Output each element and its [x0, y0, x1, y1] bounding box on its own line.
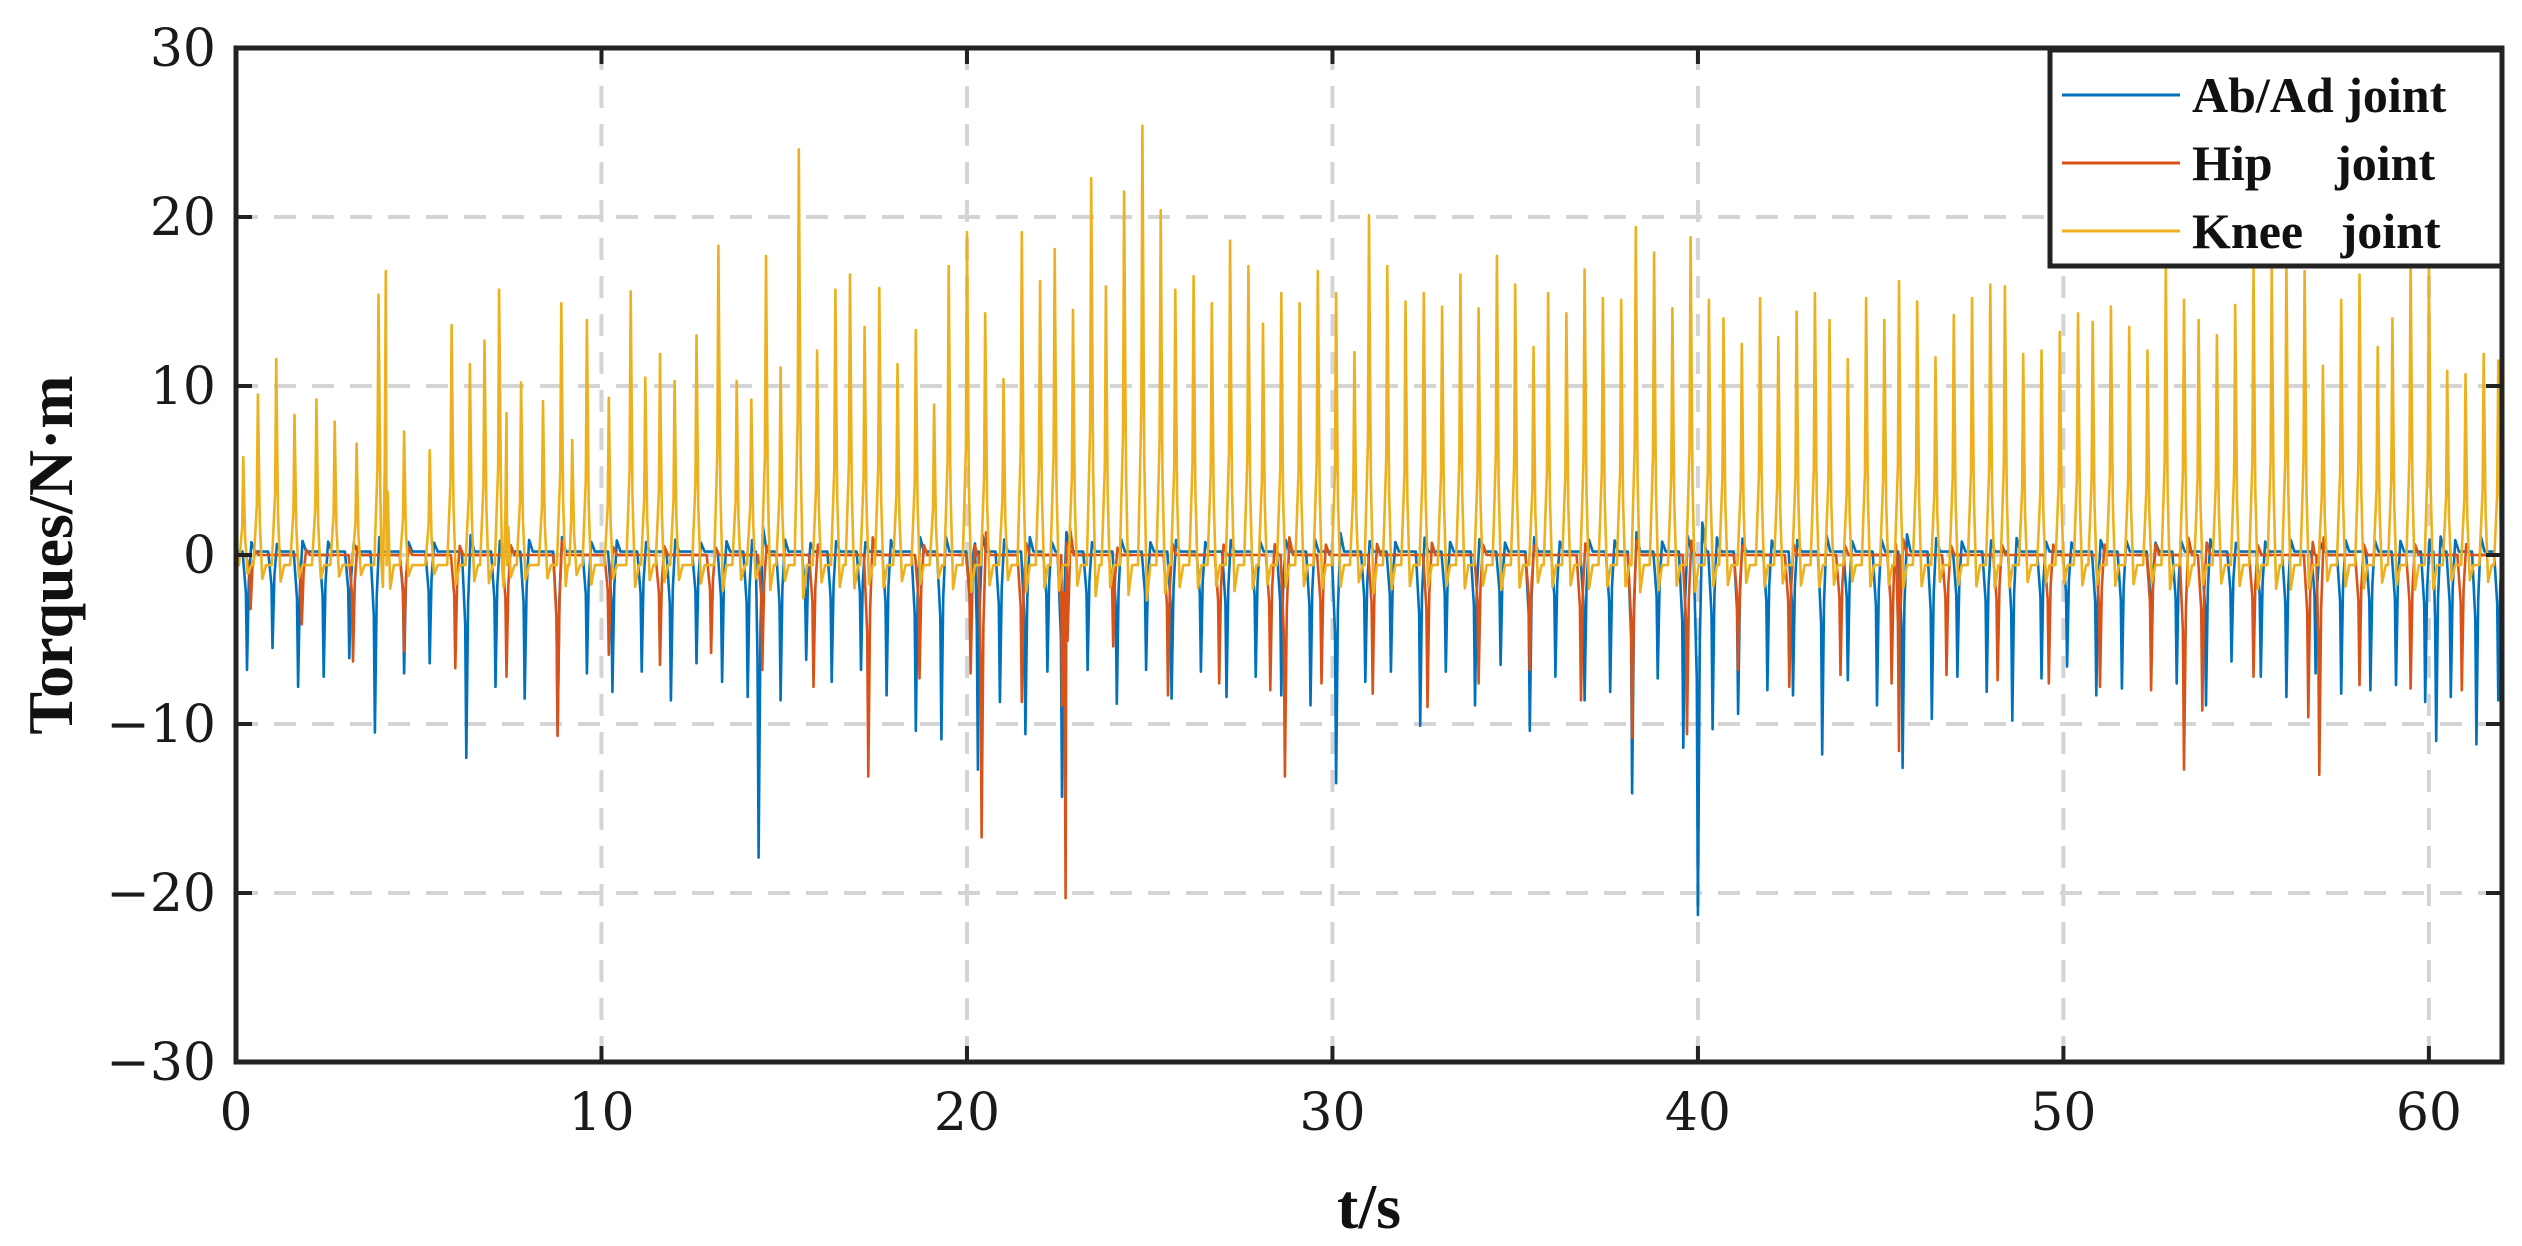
- y-tick-label: 10: [150, 357, 216, 417]
- legend-label-knee: Knee joint: [2192, 203, 2441, 259]
- label-layer: 0 10 20 30 40 50 60 −30 −20 −10 0 10 20 30: [106, 19, 2462, 1143]
- y-axis-label: Torques/N·m: [15, 375, 86, 734]
- legend: Ab/Ad joint Hip joint Knee joint: [2047, 47, 2505, 269]
- x-axis-label: t/s: [1337, 1171, 1401, 1242]
- y-tick-label: 30: [150, 19, 216, 79]
- y-tick-label: 0: [183, 526, 216, 586]
- x-tick-label: 10: [568, 1083, 634, 1143]
- y-tick-label: −30: [106, 1033, 216, 1093]
- y-tick-label: −10: [106, 695, 216, 755]
- y-tick-label: 20: [150, 188, 216, 248]
- x-tick-label: 40: [1665, 1083, 1731, 1143]
- legend-label-abad: Ab/Ad joint: [2192, 67, 2447, 123]
- x-tick-label: 50: [2030, 1083, 2096, 1143]
- x-tick-label: 0: [219, 1083, 252, 1143]
- x-tick-label: 20: [934, 1083, 1000, 1143]
- legend-label-hip: Hip joint: [2192, 135, 2435, 191]
- series-layer: [236, 124, 2504, 917]
- series-line-1: [236, 526, 2502, 900]
- x-tick-label: 30: [1299, 1083, 1365, 1143]
- x-tick-label: 60: [2396, 1083, 2462, 1143]
- y-tick-label: −20: [106, 864, 216, 924]
- series-line-2: [236, 124, 2504, 602]
